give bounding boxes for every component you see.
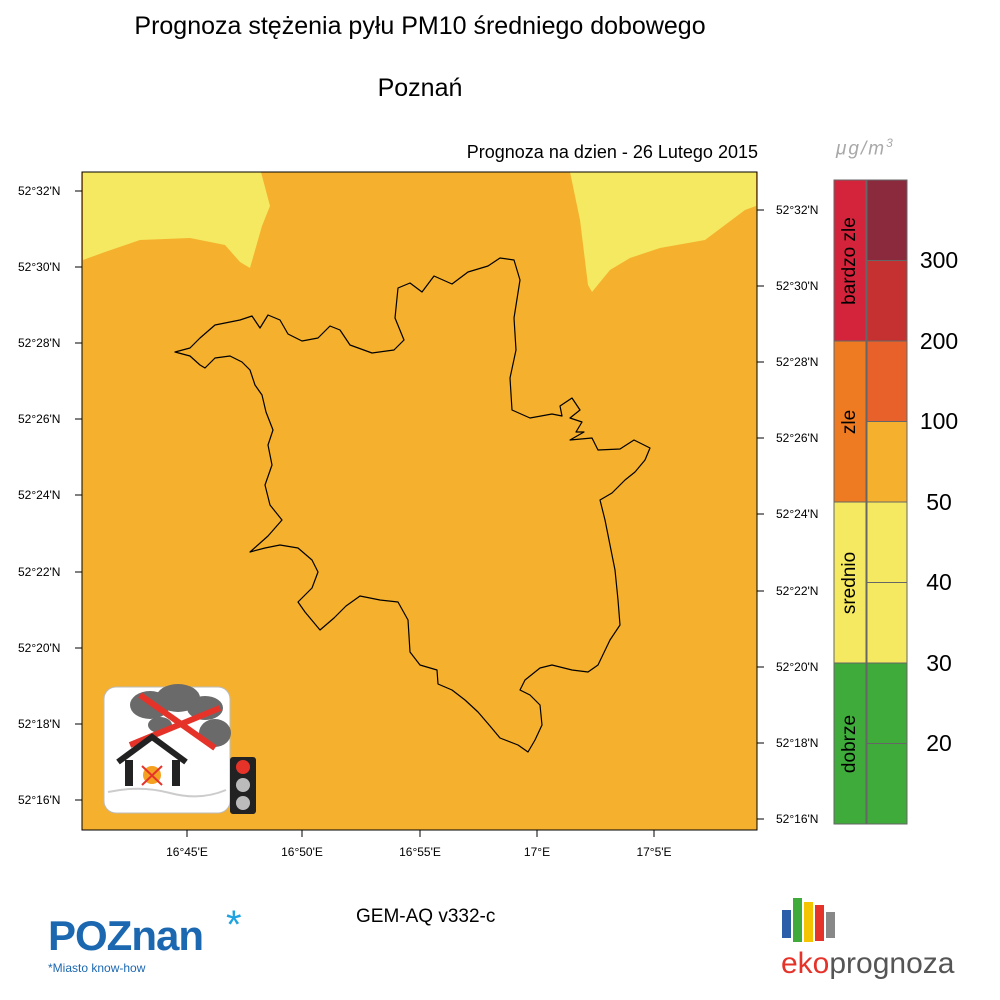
chart-title: Prognoza stężenia pyłu PM10 średniego do… <box>134 12 706 40</box>
unit-label: μg/m3 <box>836 136 895 160</box>
legend-scale-swatch <box>866 743 908 825</box>
lat-label-right: 52°16'N <box>776 812 819 826</box>
no-burning-icon <box>103 684 231 814</box>
lon-label: 16°45'E <box>166 845 208 859</box>
low-concentration-area-nw <box>83 172 270 268</box>
legend-level-label: 30 <box>926 649 952 676</box>
lat-label-right: 52°24'N <box>776 507 819 521</box>
lat-label-right: 52°32'N <box>776 203 819 217</box>
lat-label-left: 52°30'N <box>18 260 61 274</box>
city-name: Poznań <box>377 74 463 102</box>
legend-scale-swatch <box>866 662 908 744</box>
eko-bar <box>804 902 813 942</box>
traffic-light-icon <box>230 757 256 814</box>
lat-label-left: 52°28'N <box>18 336 61 350</box>
lat-label-left: 52°24'N <box>18 488 61 502</box>
eko-bar <box>782 910 791 938</box>
legend-category-label: dobrze <box>839 714 860 773</box>
legend-level-label: 50 <box>926 488 952 515</box>
lat-label-left: 52°26'N <box>18 412 61 426</box>
legend-scale-swatch <box>866 260 908 342</box>
lat-label-right: 52°18'N <box>776 736 819 750</box>
forecast-date: Prognoza na dzien - 26 Lutego 2015 <box>466 142 758 162</box>
lat-label-left: 52°18'N <box>18 717 61 731</box>
legend-category-bar <box>833 179 867 825</box>
lat-label-right: 52°22'N <box>776 584 819 598</box>
lat-label-left: 52°32'N <box>18 184 61 198</box>
lon-label: 17°E <box>523 845 551 859</box>
lon-label: 17°5'E <box>636 845 672 859</box>
poznan-logo-tagline: *Miasto know-how <box>48 961 146 975</box>
legend-category-label: zle <box>839 409 860 434</box>
legend-category-swatch <box>833 662 867 825</box>
eko-bar <box>793 898 802 942</box>
legend-scale-swatch <box>866 501 908 583</box>
legend-category-label: srednio <box>839 551 860 614</box>
legend-category-swatch <box>833 179 867 342</box>
poznan-star-icon: * <box>226 903 242 947</box>
lat-label-left: 52°22'N <box>18 565 61 579</box>
lon-label: 16°55'E <box>399 845 441 859</box>
lat-label-right: 52°30'N <box>776 279 819 293</box>
legend-scale-swatch <box>866 421 908 503</box>
legend-category-swatch <box>833 501 867 664</box>
lat-label-right: 52°20'N <box>776 660 819 674</box>
lat-label-right: 52°28'N <box>776 355 819 369</box>
lat-label-left: 52°20'N <box>18 641 61 655</box>
legend-scale-swatch <box>866 582 908 664</box>
legend-level-label: 40 <box>926 569 952 595</box>
lat-label-right: 52°26'N <box>776 431 819 445</box>
poznan-logo-text: POZnan <box>48 912 204 959</box>
legend-level-label: 100 <box>919 408 959 434</box>
legend-level-label: 20 <box>926 730 952 756</box>
legend-scale-swatch <box>866 179 908 261</box>
model-version: GEM-AQ v332-c <box>356 906 496 927</box>
low-concentration-area-ne <box>570 172 756 292</box>
city-boundary <box>174 257 651 753</box>
eko-bar <box>815 905 824 941</box>
eko-bar <box>826 912 835 938</box>
legend-scale-bar <box>866 179 908 825</box>
legend-category-label: bardzo zle <box>839 216 860 305</box>
poznan-logo[interactable]: POZnan * *Miasto know-how <box>48 903 242 975</box>
legend-scale-swatch <box>866 340 908 422</box>
legend-level-label: 200 <box>919 327 959 354</box>
ekoprognoza-logo[interactable]: ekoprognoza <box>781 947 955 980</box>
lon-label: 16°50'E <box>281 845 323 859</box>
lat-label-left: 52°16'N <box>18 793 61 807</box>
legend-level-label: 300 <box>919 247 959 273</box>
ekoprognoza-logo-icon <box>782 898 835 942</box>
